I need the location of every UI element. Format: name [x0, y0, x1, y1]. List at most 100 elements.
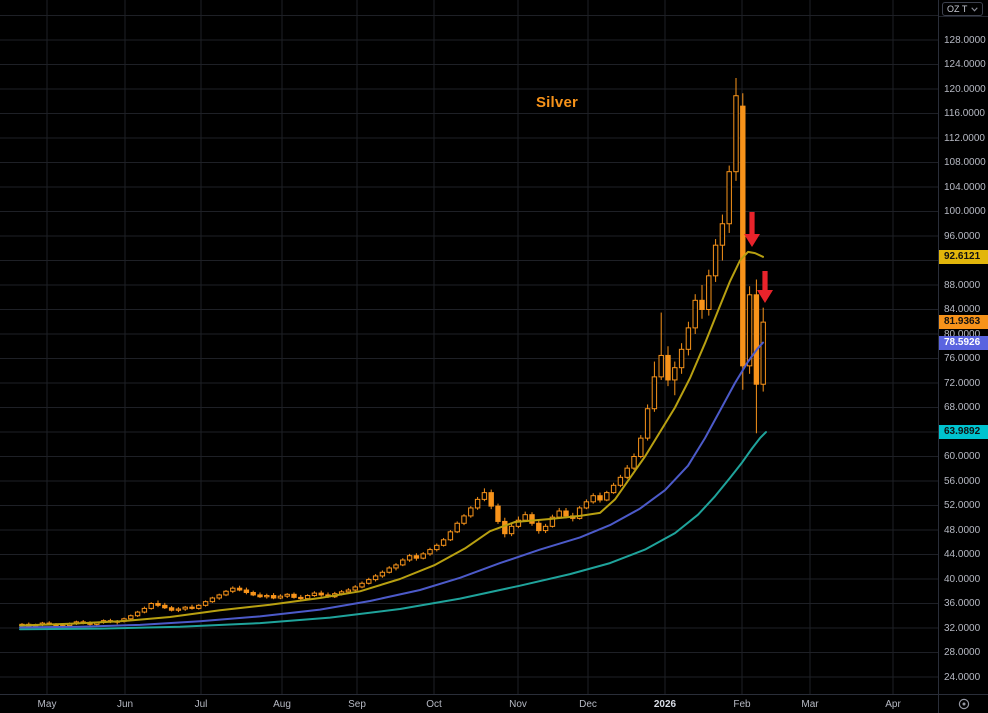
candle-body [638, 437, 644, 457]
price-tick-label: 24.0000 [944, 671, 981, 683]
price-tick-label: 52.0000 [944, 500, 981, 511]
down-arrow-annotation [757, 271, 773, 303]
candle-body [230, 587, 236, 592]
price-tick-label: 68.0000 [944, 402, 981, 413]
candle-body [590, 495, 596, 503]
time-tick-label: Jun [116, 699, 134, 710]
price-tick-label: 44.0000 [944, 549, 981, 560]
price-tick-label: 36.0000 [944, 598, 981, 609]
chevron-down-icon [971, 6, 979, 12]
candle-body [549, 516, 556, 527]
axis-corner [938, 695, 988, 713]
price-tick-label: 48.0000 [944, 524, 981, 536]
ma-fast-value-tag: 92.6121 [939, 249, 988, 264]
candle-body [148, 603, 154, 609]
unit-label: OZ T [947, 3, 968, 14]
candle-body [563, 510, 569, 517]
time-tick-label: Nov [509, 699, 527, 710]
time-tick-label: Sep [348, 699, 366, 710]
time-axis[interactable]: May Jun Jul Aug Sep Oct Nov Dec 2026 Feb Mar Apr [0, 694, 988, 713]
candle-body [685, 327, 692, 350]
price-tick-label: 108.0000 [944, 157, 986, 168]
ma-mid-line [19, 341, 764, 629]
candle-body [481, 492, 488, 500]
price-tick-label: 56.0000 [944, 475, 981, 487]
candle-body [746, 294, 753, 367]
candle-body [658, 354, 664, 378]
candle-body [318, 592, 324, 596]
candle-body [733, 95, 739, 173]
candle-body [406, 555, 413, 561]
candle-body [434, 544, 440, 551]
price-tick-label: 60.0000 [944, 451, 981, 462]
candle-body [270, 595, 277, 599]
unit-selector-row: OZ T [939, 0, 988, 17]
candle-body [386, 567, 392, 573]
candle-body [617, 476, 624, 486]
last-price-tag: 81.9363 [939, 315, 988, 330]
candle-body [257, 594, 263, 598]
candle-body [413, 555, 420, 559]
price-tick-label: 104.0000 [944, 181, 986, 193]
candle-body [672, 367, 678, 381]
candle-body [760, 321, 766, 385]
candle-body [291, 593, 297, 598]
candle-body [162, 604, 168, 609]
candle-body [604, 492, 610, 501]
price-tick-label: 84.0000 [944, 304, 981, 315]
time-tick-label: Apr [885, 699, 901, 710]
candle-body [651, 376, 658, 410]
candle-body [189, 606, 195, 609]
candle-body [624, 467, 630, 478]
candle-body [277, 595, 284, 599]
price-tick-label: 28.0000 [944, 647, 981, 658]
price-tick-label: 124.0000 [944, 59, 986, 70]
candle-body [719, 223, 726, 246]
price-axis[interactable]: OZ T 24.0000 28.0000 32.0000 36.0000 40.0000… [938, 0, 988, 694]
candle-body [420, 553, 426, 559]
candle-body [359, 582, 365, 588]
candle-body [502, 520, 508, 535]
ma-fast-line [19, 250, 764, 627]
candle-body [488, 492, 494, 507]
price-tick-label: 80.0000 [944, 328, 981, 340]
candlestick-chart [0, 0, 938, 694]
candle-body [515, 519, 522, 527]
candle-body [128, 615, 134, 620]
candle-body [474, 498, 481, 509]
price-tick-label: 76.0000 [944, 353, 981, 364]
candle-body [726, 171, 732, 225]
candle-body [134, 611, 141, 617]
candle-body [345, 589, 352, 593]
candle-body [304, 595, 311, 600]
candle-body [427, 549, 433, 555]
price-tick-label: 88.0000 [944, 279, 981, 291]
candle-body [182, 606, 188, 610]
candle-body [529, 514, 535, 524]
candle-body [678, 348, 685, 369]
candle-body [216, 594, 222, 599]
candle-body [236, 587, 243, 591]
time-tick-label: May [37, 699, 57, 710]
candle-body [250, 591, 256, 596]
candle-body [536, 522, 542, 532]
price-tick-label: 40.0000 [944, 573, 981, 585]
candle-body [447, 531, 454, 541]
unit-selector-button[interactable]: OZ T [942, 2, 984, 16]
ma-slow-line [19, 431, 767, 631]
candle-body [311, 592, 318, 597]
price-tick-label: 120.0000 [944, 83, 986, 95]
candle-body [522, 514, 528, 521]
price-tick-label: 72.0000 [944, 377, 981, 389]
candle-body [366, 579, 372, 584]
candle-body [712, 244, 719, 277]
price-tick-label: 128.0000 [944, 34, 986, 46]
candle-body [352, 586, 358, 591]
candle-body [379, 571, 386, 577]
chart-pane[interactable]: Silver [0, 0, 938, 694]
scale-settings-button[interactable] [956, 697, 971, 712]
candle-body [298, 596, 304, 600]
candle-body [665, 354, 671, 381]
price-tick-label: 32.0000 [944, 622, 981, 634]
